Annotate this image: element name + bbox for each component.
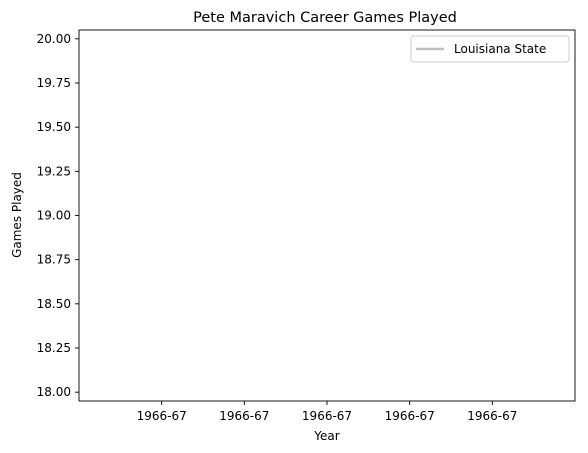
y-tick-label: 18.50 (37, 297, 71, 311)
y-tick-label: 20.00 (37, 32, 71, 46)
y-tick-label: 19.75 (37, 76, 71, 90)
chart-title: Pete Maravich Career Games Played (193, 10, 457, 26)
x-tick-label: 1966-67 (467, 409, 517, 423)
y-tick-label: 18.75 (37, 253, 71, 267)
x-axis-label: Year (313, 429, 339, 443)
x-tick-label: 1966-67 (385, 409, 435, 423)
legend-box (410, 35, 570, 63)
y-axis-label: Games Played (10, 172, 24, 258)
x-axis: 1966-67 1966-67 1966-67 1966-67 1966-67 (137, 401, 517, 423)
legend: Louisiana State (410, 35, 570, 63)
y-tick-label: 19.50 (37, 120, 71, 134)
x-tick-label: 1966-67 (219, 409, 269, 423)
y-axis: 18.00 18.25 18.50 18.75 19.00 19.25 19.50 19.75… (37, 32, 79, 399)
y-tick-label: 19.25 (37, 164, 71, 178)
y-tick-label: 18.25 (37, 341, 71, 355)
plot-area (78, 29, 576, 402)
y-tick-label: 18.00 (37, 385, 71, 399)
x-tick-label: 1966-67 (302, 409, 352, 423)
x-tick-label: 1966-67 (137, 409, 187, 423)
legend-label-louisiana-state: Louisiana State (454, 42, 546, 56)
y-tick-label: 19.00 (37, 209, 71, 223)
